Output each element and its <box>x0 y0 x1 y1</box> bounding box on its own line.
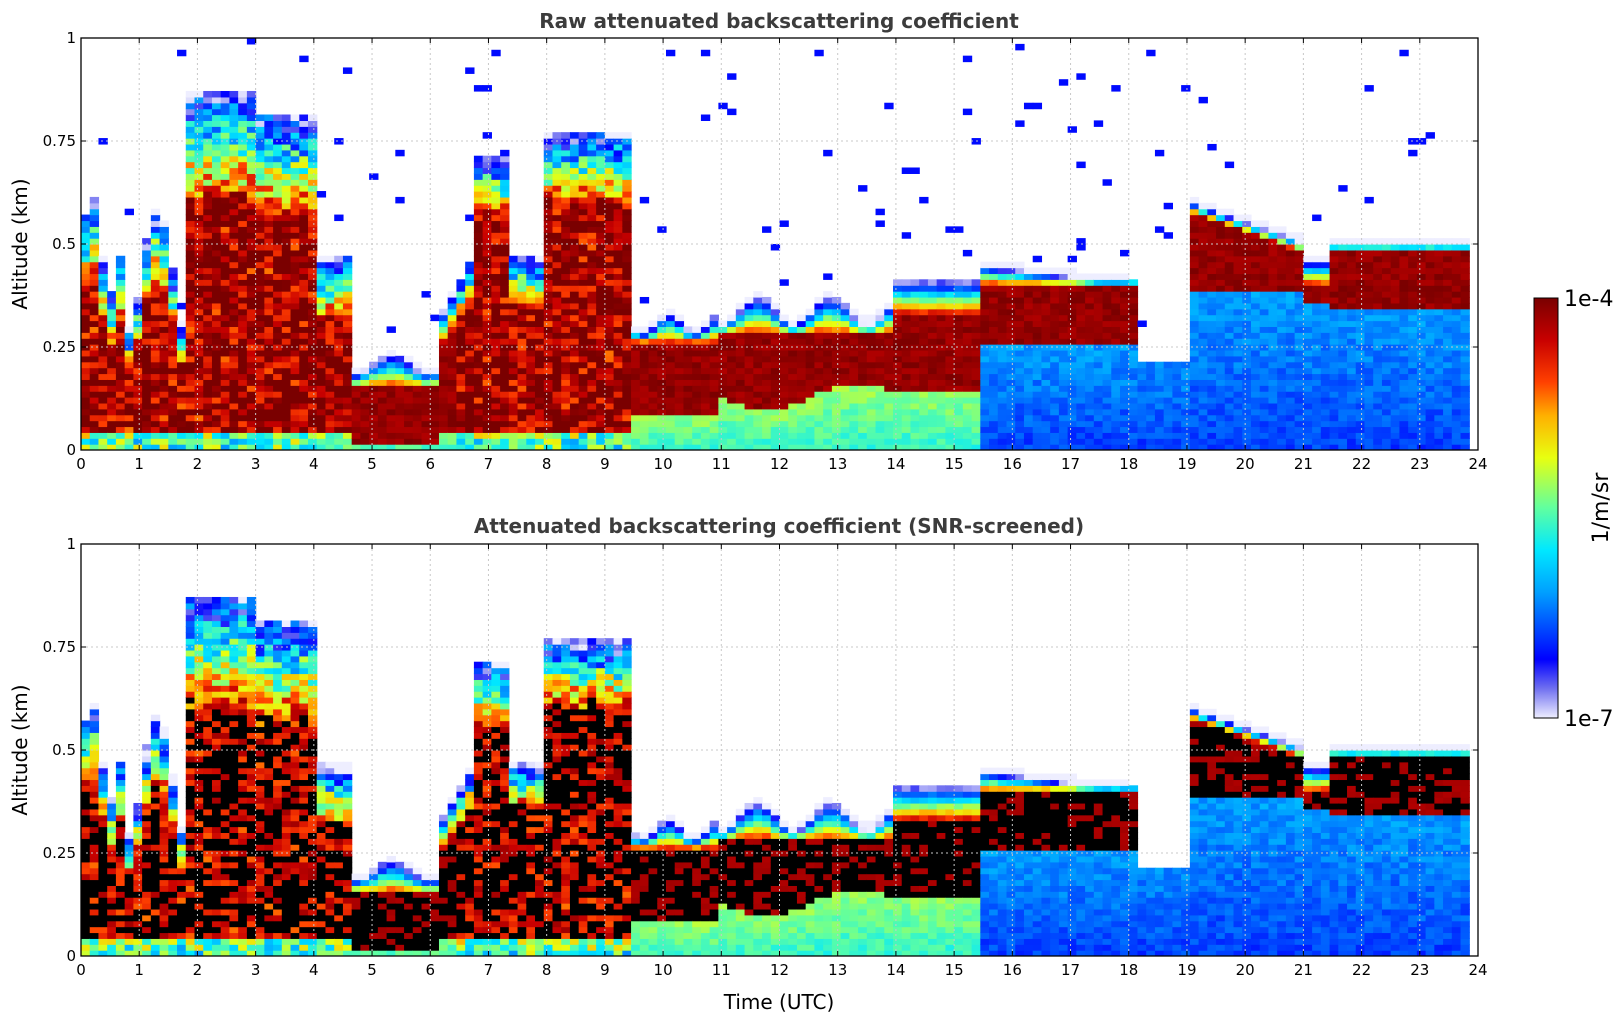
y-tick-label: 0 <box>66 441 76 459</box>
x-tick-label: 9 <box>600 455 610 473</box>
x-tick-label: 13 <box>828 961 847 979</box>
y-tick-label: 1 <box>66 535 76 553</box>
x-tick-label: 19 <box>1177 961 1196 979</box>
x-tick-label: 12 <box>770 455 789 473</box>
x-tick-label: 8 <box>542 455 552 473</box>
x-tick-label: 9 <box>600 961 610 979</box>
grid-1 <box>81 38 1478 450</box>
x-tick-label: 7 <box>484 961 494 979</box>
colorbar: 1e-4 1e-7 1/m/sr <box>1533 287 1614 732</box>
x-tick-label: 6 <box>425 961 435 979</box>
x-tick-label: 20 <box>1236 961 1255 979</box>
x-tick-label: 21 <box>1294 455 1313 473</box>
x-tick-label: 1 <box>134 961 144 979</box>
grid-2 <box>81 544 1478 956</box>
x-tick-label: 10 <box>654 455 673 473</box>
y-tick-label: 0.75 <box>43 132 76 150</box>
x-tick-label: 4 <box>309 455 319 473</box>
x-tick-label: 23 <box>1410 455 1429 473</box>
colorbar-min-label: 1e-7 <box>1564 707 1613 732</box>
x-tick-label: 19 <box>1177 455 1196 473</box>
x-tick-label: 12 <box>770 961 789 979</box>
y-ticks-2: 0 0.25 0.5 0.75 1 <box>43 535 1478 965</box>
colorbar-max-label: 1e-4 <box>1564 287 1613 312</box>
x-tick-label: 15 <box>945 455 964 473</box>
x-ticks-2: 0 1 2 3 4 5 6 7 8 9 10 11 12 13 14 15 16 17 18 19 20 21 22 23 24 <box>76 544 1488 979</box>
x-tick-label: 17 <box>1061 961 1080 979</box>
x-tick-label: 22 <box>1352 961 1371 979</box>
y-tick-label: 0.5 <box>52 235 76 253</box>
x-tick-label: 18 <box>1119 455 1138 473</box>
x-tick-label: 1 <box>134 455 144 473</box>
x-tick-label: 7 <box>484 455 494 473</box>
y-tick-label: 0 <box>66 947 76 965</box>
x-tick-label: 2 <box>193 455 203 473</box>
x-axis-label: Time (UTC) <box>723 990 835 1014</box>
x-tick-label: 21 <box>1294 961 1313 979</box>
x-tick-label: 0 <box>76 455 86 473</box>
y-tick-label: 1 <box>66 29 76 47</box>
x-tick-label: 22 <box>1352 455 1371 473</box>
colorbar-scale <box>1533 297 1559 719</box>
x-tick-label: 16 <box>1003 961 1022 979</box>
x-tick-label: 15 <box>945 961 964 979</box>
x-tick-label: 23 <box>1410 961 1429 979</box>
x-tick-label: 16 <box>1003 455 1022 473</box>
x-tick-label: 8 <box>542 961 552 979</box>
y-tick-label: 0.25 <box>43 844 76 862</box>
panel-raw: Raw attenuated backscattering coefficien… <box>8 9 1488 473</box>
x-tick-label: 11 <box>712 455 731 473</box>
heatmap-screened <box>81 596 1470 956</box>
panel-screened: Attenuated backscattering coefficient (S… <box>8 514 1488 1014</box>
x-tick-label: 3 <box>251 961 261 979</box>
y-tick-label: 0.5 <box>52 741 76 759</box>
colorbar-unit-label: 1/m/sr <box>1589 472 1614 544</box>
x-tick-label: 2 <box>193 961 203 979</box>
x-tick-label: 13 <box>828 455 847 473</box>
y-tick-label: 0.75 <box>43 638 76 656</box>
x-tick-label: 14 <box>886 455 905 473</box>
x-tick-label: 17 <box>1061 455 1080 473</box>
x-tick-label: 14 <box>886 961 905 979</box>
x-tick-label: 0 <box>76 961 86 979</box>
y-axis-label-2: Altitude (km) <box>8 684 32 815</box>
x-ticks-1: 0 1 2 3 4 5 6 7 8 9 10 11 12 13 14 15 16 17 18 19 20 21 22 23 24 <box>76 38 1488 473</box>
x-tick-label: 24 <box>1468 961 1487 979</box>
y-tick-label: 0.25 <box>43 338 76 356</box>
x-tick-label: 5 <box>367 961 377 979</box>
panel-2-title: Attenuated backscattering coefficient (S… <box>474 514 1084 538</box>
x-tick-label: 11 <box>712 961 731 979</box>
heatmap-raw <box>81 38 1470 450</box>
x-tick-label: 5 <box>367 455 377 473</box>
y-ticks-1: 0 0.25 0.5 0.75 1 <box>43 29 1478 459</box>
x-tick-label: 24 <box>1468 455 1487 473</box>
x-tick-label: 20 <box>1236 455 1255 473</box>
x-tick-label: 4 <box>309 961 319 979</box>
x-tick-label: 18 <box>1119 961 1138 979</box>
y-axis-label-1: Altitude (km) <box>8 178 32 309</box>
panel-1-title: Raw attenuated backscattering coefficien… <box>539 9 1019 33</box>
x-tick-label: 6 <box>425 455 435 473</box>
x-tick-label: 10 <box>654 961 673 979</box>
x-tick-label: 3 <box>251 455 261 473</box>
